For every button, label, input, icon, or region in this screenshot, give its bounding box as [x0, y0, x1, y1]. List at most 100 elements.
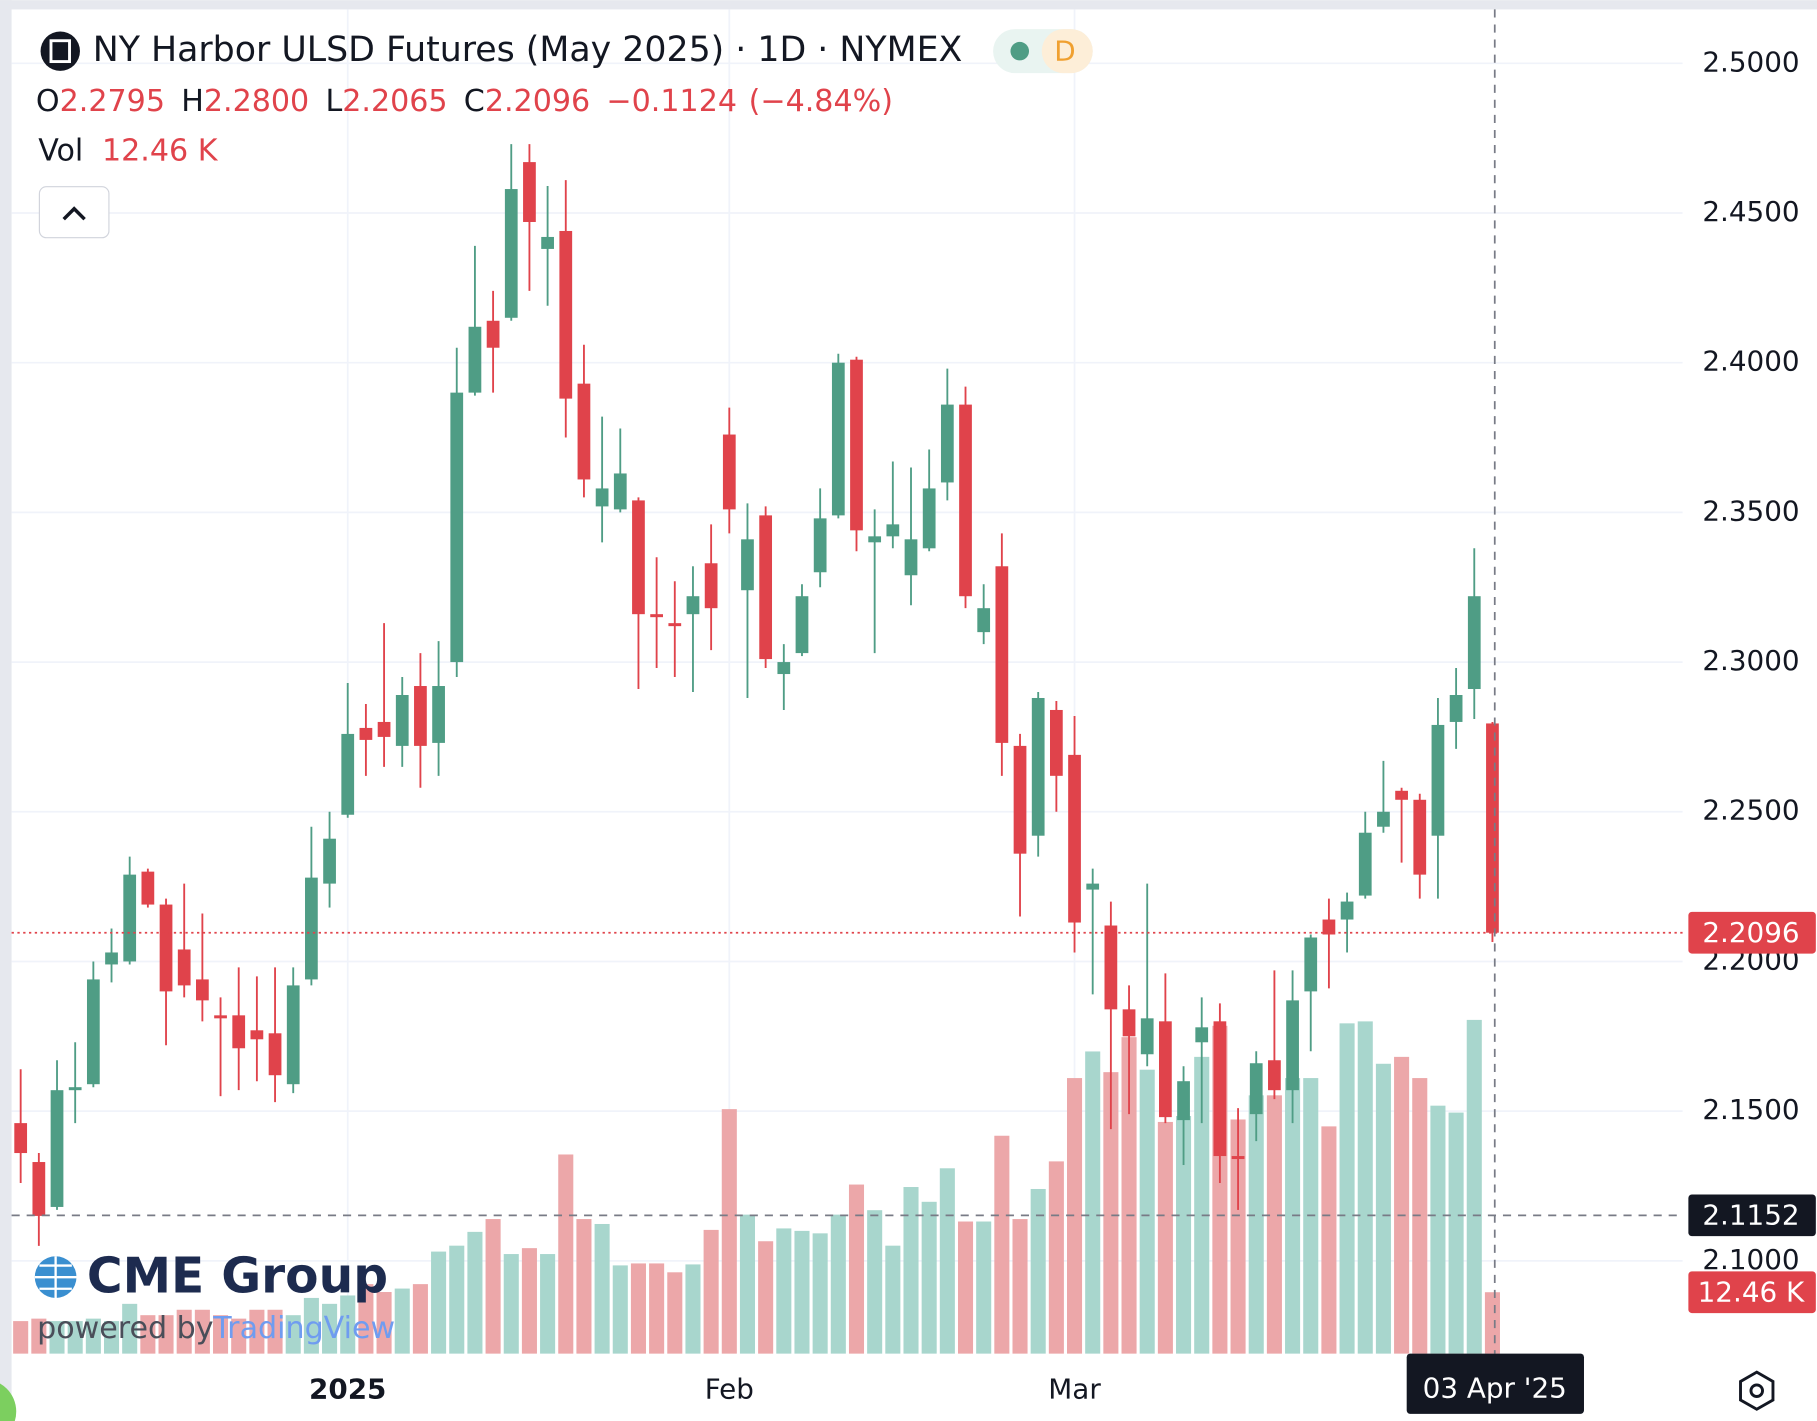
- volume-bar: [994, 1135, 1010, 1354]
- volume-bar: [521, 1248, 537, 1354]
- volume-bar: [867, 1210, 883, 1354]
- volume-bar: [449, 1245, 465, 1354]
- collapse-button[interactable]: [38, 186, 110, 239]
- volume-bar: [1248, 1095, 1264, 1354]
- crosshair-price-badge: [1688, 1194, 1816, 1237]
- volume-bar: [1085, 1051, 1101, 1354]
- y-tick-label: 2.5000: [1702, 45, 1799, 78]
- volume-bar: [158, 1315, 174, 1354]
- volume-bar: [903, 1187, 919, 1354]
- candle-body: [868, 536, 882, 543]
- volume-bar: [1448, 1112, 1464, 1354]
- candle-body: [504, 189, 518, 318]
- volume-bar: [1121, 1037, 1137, 1354]
- candle-body: [486, 320, 500, 348]
- top-frame: [0, 0, 1817, 10]
- volume-bar: [739, 1214, 756, 1354]
- candle-body: [1049, 709, 1063, 776]
- legend-key: H: [181, 84, 204, 119]
- settings-icon[interactable]: [1739, 1370, 1775, 1411]
- volume-bar: [1466, 1019, 1482, 1354]
- volume-bar: [49, 1321, 65, 1354]
- candle-body: [1213, 1021, 1227, 1157]
- y-tick-label: 2.2500: [1702, 794, 1799, 827]
- candle-body: [32, 1162, 46, 1216]
- candle-body: [577, 383, 591, 480]
- status-dot: [1010, 41, 1030, 61]
- x-tick-label: 2025: [309, 1373, 386, 1406]
- volume-bar: [558, 1154, 574, 1354]
- volume-bar: [431, 1251, 447, 1354]
- volume-bar: [594, 1223, 610, 1354]
- volume-bar: [394, 1288, 410, 1354]
- volume-bar: [976, 1221, 992, 1354]
- x-tick-label: Feb: [705, 1373, 754, 1406]
- candle-body: [959, 404, 972, 597]
- y-tick-label: 2.3000: [1702, 644, 1799, 677]
- candle-body: [1086, 883, 1100, 890]
- candle-body: [86, 979, 100, 1085]
- interval-badge: D: [1054, 34, 1075, 67]
- y-tick-label: 2.1500: [1702, 1093, 1799, 1126]
- y-tick-label: 2.3500: [1702, 494, 1799, 527]
- candle-body: [341, 733, 355, 815]
- candle-body: [686, 596, 700, 615]
- volume-bar: [1103, 1072, 1119, 1354]
- volume-bar: [103, 1321, 120, 1354]
- candle-body: [432, 686, 445, 743]
- volume-bar: [358, 1284, 374, 1354]
- volume-bar: [776, 1228, 792, 1354]
- chart-title: NY Harbor ULSD Futures (May 2025) · 1D ·…: [93, 30, 963, 70]
- candle-body: [850, 359, 863, 531]
- candle-body: [722, 434, 736, 510]
- candle-body: [1231, 1156, 1245, 1160]
- candle-body: [1249, 1063, 1263, 1115]
- legend-change-pct: (−4.84%): [749, 84, 893, 119]
- candle-body: [1177, 1081, 1190, 1121]
- candle-body: [159, 904, 173, 992]
- globe-lines: [34, 1256, 77, 1299]
- volume-bar: [1157, 1121, 1173, 1354]
- volume-bar: [830, 1214, 846, 1354]
- candle-body: [1195, 1027, 1209, 1043]
- candle-body: [250, 1030, 264, 1040]
- volume-bar: [122, 1303, 138, 1354]
- candle-body: [541, 236, 554, 249]
- legend-key: L: [325, 84, 342, 119]
- volume-bar: [1266, 1095, 1282, 1354]
- symbol-icon: [40, 31, 80, 71]
- candle-body: [632, 500, 645, 615]
- last-price-label: 2.2096: [1702, 916, 1799, 949]
- left-frame: [0, 0, 12, 1421]
- volume-badge: [1688, 1271, 1816, 1314]
- corner-badge: [0, 1383, 17, 1421]
- candle-body: [759, 515, 773, 660]
- candle-body: [995, 566, 1009, 743]
- candle-body: [813, 518, 827, 573]
- volume-bar: [630, 1263, 646, 1354]
- volume-bar: [1230, 1119, 1246, 1354]
- volume-bar: [213, 1315, 229, 1354]
- volume-bar: [685, 1264, 701, 1354]
- candle-body: [50, 1090, 64, 1207]
- volume-bar: [703, 1229, 719, 1354]
- candle-body: [123, 874, 137, 962]
- candle-body: [268, 1033, 282, 1076]
- candle-body: [1104, 925, 1118, 1010]
- symbol-icon-glyph: [49, 39, 71, 64]
- candle-body: [741, 539, 754, 591]
- volume-bar: [13, 1321, 29, 1354]
- candle-body: [704, 563, 718, 609]
- candle-body: [922, 488, 936, 549]
- x-tick-label: Mar: [1048, 1373, 1101, 1406]
- volume-bar: [267, 1309, 283, 1354]
- last-price-badge: [1688, 911, 1816, 954]
- volume-bar: [1339, 1023, 1355, 1354]
- candle-body: [468, 326, 482, 393]
- candle-body: [1140, 1018, 1154, 1055]
- volume-bar: [67, 1321, 83, 1354]
- candle-body: [1304, 937, 1318, 992]
- volume-bar: [721, 1109, 737, 1354]
- volume-bar: [303, 1297, 319, 1354]
